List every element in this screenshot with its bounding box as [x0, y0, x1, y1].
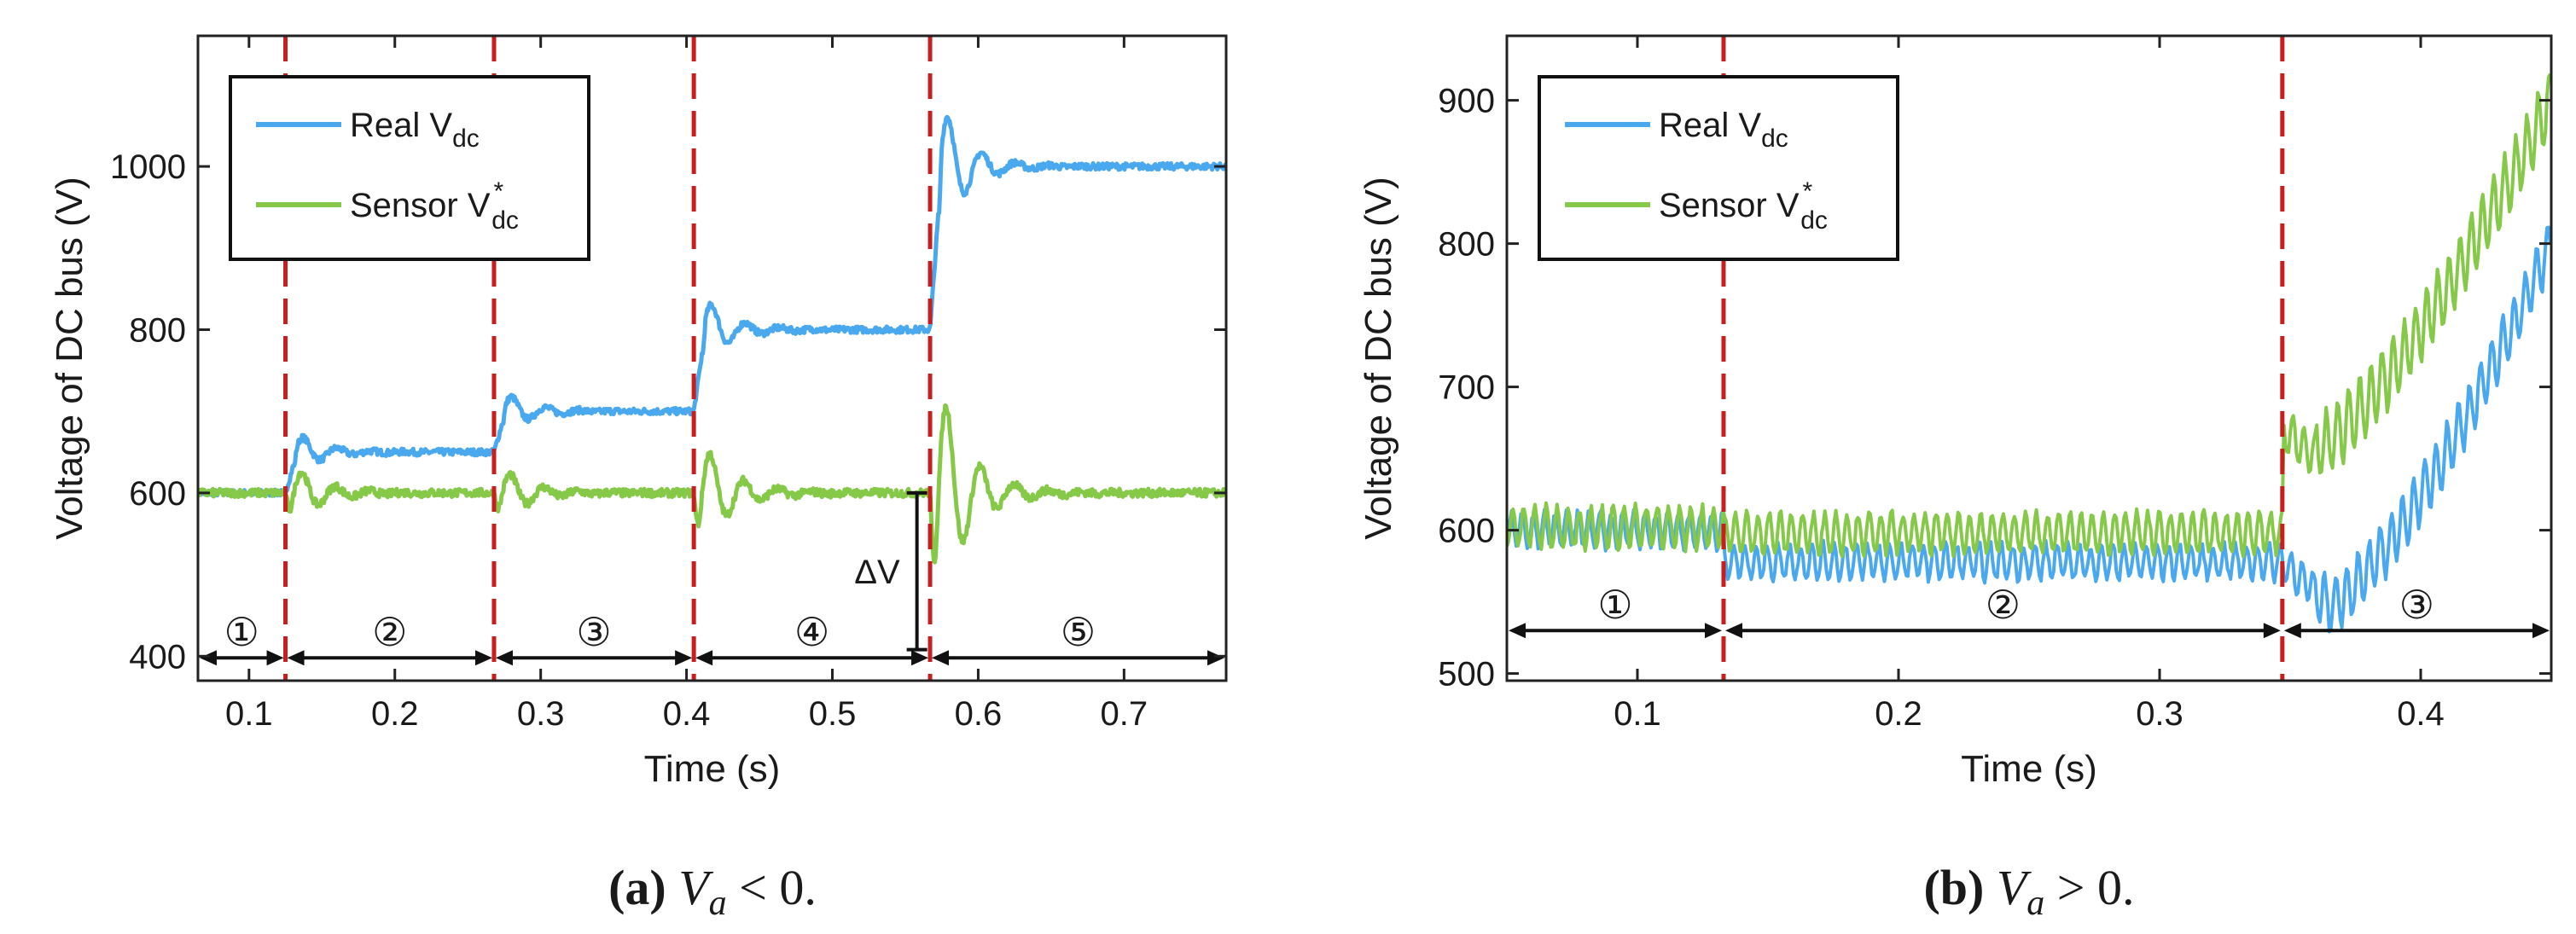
x-tick-label: 0.2 — [371, 695, 419, 733]
segment-label: ④ — [794, 609, 829, 655]
segment-arrowhead-right — [911, 650, 929, 666]
plot-area — [1507, 73, 2551, 634]
delta-v-label: ΔV — [854, 554, 900, 591]
y-tick-label: 800 — [1438, 226, 1495, 264]
y-tick-label: 900 — [1438, 83, 1495, 120]
segment-arrowhead-left — [1509, 623, 1526, 639]
y-tick-label: 600 — [1438, 513, 1495, 550]
segment-arrowhead-left — [287, 650, 305, 666]
segment-arrowhead-left — [1724, 623, 1742, 639]
segment-arrowhead-left — [695, 650, 713, 666]
x-tick-label: 0.4 — [2397, 695, 2445, 733]
x-tick-label: 0.7 — [1101, 695, 1148, 733]
segment-label: ③ — [2399, 582, 2434, 628]
y-tick-label: 500 — [1438, 656, 1495, 693]
x-tick-label: 0.5 — [809, 695, 857, 733]
x-tick-label: 0.2 — [1875, 695, 1922, 733]
legend: Real Vdc Sensor V * dc — [229, 75, 590, 261]
segment-arrowhead-right — [1207, 650, 1224, 666]
segment-label: ② — [372, 609, 407, 655]
series-line-sensor-vdc — [198, 403, 1226, 565]
x-tick-label: 0.3 — [2136, 695, 2183, 733]
chart-panel-a: ① ② ③ ④ ⑤ ΔV 0.1 0.2 0.3 0.4 0.5 0.6 0.7 400 600 800 100… — [49, 34, 1228, 923]
chart-panel-b: ① ② ③ 0.1 0.2 0.3 0.4 500 600 700 800 900 Time (s) Vo… — [1358, 34, 2553, 923]
panel-caption: (a) Va < 0. — [608, 860, 817, 923]
y-tick-label: 400 — [129, 638, 186, 676]
x-tick-label: 0.3 — [517, 695, 565, 733]
x-tick-label: 0.1 — [225, 695, 273, 733]
y-axis-label: Voltage of DC bus (V) — [1358, 177, 1399, 540]
segment-arrowhead-left — [932, 650, 950, 666]
segment-label: ① — [1597, 582, 1632, 628]
segment-arrowhead-right — [675, 650, 693, 666]
x-axis-label: Time (s) — [644, 748, 781, 790]
legend-box — [1538, 75, 1899, 261]
legend-box — [229, 75, 590, 261]
legend-label-real: Real Vdc — [350, 107, 480, 153]
axes-frame — [196, 34, 1228, 682]
plot-area — [198, 114, 1226, 565]
segment-label: ② — [1986, 582, 2021, 628]
segment-arrowhead-right — [2263, 623, 2281, 639]
y-axis-label: Voltage of DC bus (V) — [49, 177, 90, 540]
legend-label-real: Real Vdc — [1659, 107, 1788, 153]
panel-caption: (b) Va > 0. — [1923, 860, 2134, 923]
segment-label: ③ — [576, 609, 611, 655]
segment-label: ⑤ — [1061, 609, 1096, 655]
x-tick-label: 0.4 — [663, 695, 711, 733]
y-tick-label: 800 — [129, 312, 186, 350]
legend-label-sensor: Sensor V * dc — [1659, 177, 1828, 235]
y-tick-label: 700 — [1438, 369, 1495, 407]
series-line-real-vdc — [198, 114, 1226, 498]
segment-arrowhead-right — [2532, 623, 2550, 639]
legend: Real Vdc Sensor V * dc — [1538, 75, 1899, 261]
segment-arrowhead-left — [2283, 623, 2301, 639]
segment-arrowhead-left — [495, 650, 513, 666]
y-tick-label: 600 — [129, 475, 186, 513]
series-line-sensor-vdc — [1507, 73, 2551, 559]
legend-label-sensor: Sensor V * dc — [350, 177, 519, 235]
segment-arrowhead-right — [474, 650, 492, 666]
x-tick-label: 0.1 — [1614, 695, 1661, 733]
y-tick-label: 1000 — [110, 148, 186, 186]
series-line-real-vdc — [1507, 225, 2551, 634]
segment-arrowhead-right — [1704, 623, 1722, 639]
segment-label: ① — [224, 609, 259, 655]
x-axis-label: Time (s) — [1961, 748, 2097, 790]
axes-frame — [1505, 34, 2553, 682]
segment-arrowhead-left — [200, 650, 217, 666]
x-tick-label: 0.6 — [955, 695, 1003, 733]
segment-arrowhead-right — [266, 650, 284, 666]
